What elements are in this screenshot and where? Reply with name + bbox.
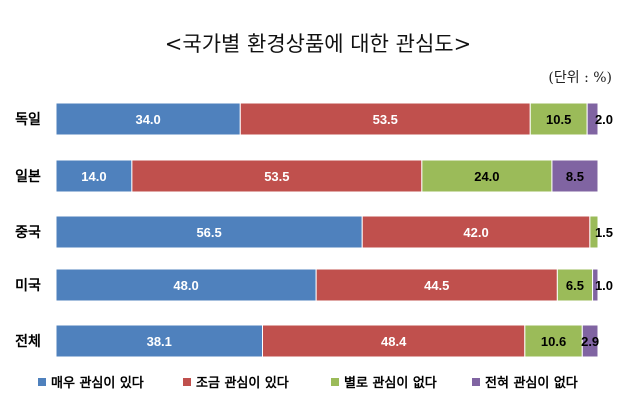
data-label: 14.0: [81, 169, 106, 184]
bar-segment: [589, 215, 599, 249]
legend-label: 조금 관심이 있다: [196, 375, 289, 391]
bar-segment: [55, 102, 241, 136]
data-label: 38.1: [147, 334, 172, 349]
data-label: 44.5: [424, 278, 449, 293]
data-label: 2.9: [581, 334, 599, 349]
data-label: 6.5: [566, 278, 584, 293]
legend-swatch: [183, 378, 191, 386]
legend-swatch: [472, 378, 480, 386]
category-label: 일본: [15, 169, 41, 185]
data-label: 53.5: [373, 112, 398, 127]
bar-segment: [551, 159, 599, 193]
bar-segment: [315, 268, 558, 302]
category-label: 중국: [15, 225, 41, 241]
bar-segment: [131, 159, 423, 193]
bar-segment: [592, 268, 599, 302]
category-label: 미국: [15, 278, 41, 294]
legend-swatch: [331, 378, 339, 386]
bar-segment: [556, 268, 594, 302]
data-label: 8.5: [566, 169, 584, 184]
bar-segment: [586, 102, 599, 136]
unit-note: (단위 : %): [548, 70, 612, 86]
bar-segment: [55, 324, 264, 358]
bars-group: 독일 34.0 53.5 10.5 2.0 일본 14.0 53.5 24.0 8.5 중국 56.5…: [15, 102, 613, 358]
data-label: 34.0: [135, 112, 160, 127]
chart-title: <국가별 환경상품에 대한 관심도>: [165, 32, 471, 56]
data-label: 24.0: [474, 169, 499, 184]
data-label: 2.0: [595, 112, 613, 127]
legend-label: 별로 관심이 없다: [344, 375, 437, 391]
bar-segment: [524, 324, 583, 358]
data-label: 48.0: [173, 278, 198, 293]
legend-label: 전혀 관심이 없다: [485, 375, 578, 391]
legend: 매우 관심이 있다 조금 관심이 있다 별로 관심이 없다 전혀 관심이 없다: [38, 375, 578, 391]
bar-segment: [529, 102, 588, 136]
data-label: 10.6: [541, 334, 566, 349]
data-label: 53.5: [264, 169, 289, 184]
category-label: 전체: [15, 333, 41, 350]
data-label: 48.4: [381, 334, 407, 349]
bar-segment: [361, 215, 591, 249]
legend-label: 매우 관심이 있다: [51, 375, 144, 391]
bar-segment: [421, 159, 553, 193]
data-label: 1.0: [595, 278, 613, 293]
data-label: 1.5: [595, 225, 613, 240]
bar-segment: [581, 324, 599, 358]
data-label: 56.5: [196, 225, 221, 240]
legend-swatch: [38, 378, 46, 386]
bar-segment: [55, 215, 363, 249]
category-label: 독일: [15, 112, 41, 128]
data-label: 42.0: [463, 225, 488, 240]
data-label: 10.5: [546, 112, 571, 127]
bar-segment: [239, 102, 531, 136]
